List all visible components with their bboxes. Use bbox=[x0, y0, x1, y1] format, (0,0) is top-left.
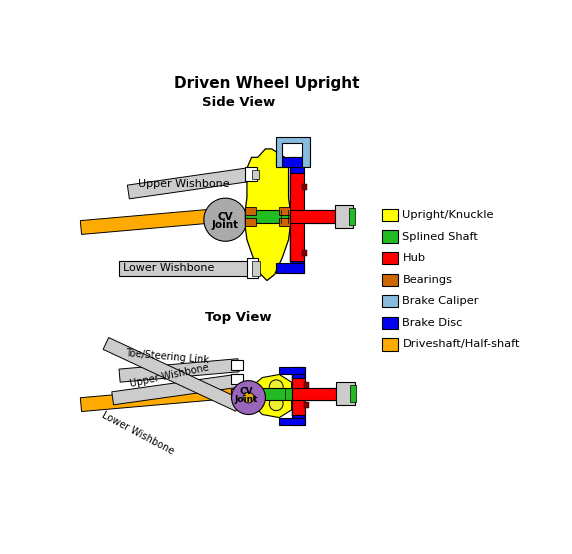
Bar bbox=[383, 295, 398, 307]
Bar bbox=[119, 260, 250, 276]
Circle shape bbox=[269, 380, 283, 394]
Bar bbox=[276, 263, 304, 273]
Text: Joint: Joint bbox=[235, 396, 258, 404]
Text: Hub: Hub bbox=[403, 253, 426, 263]
Text: Bearings: Bearings bbox=[403, 275, 452, 285]
Bar bbox=[245, 211, 345, 223]
Text: Toe/Steering Link: Toe/Steering Link bbox=[125, 348, 209, 366]
Text: Driven Wheel Upright: Driven Wheel Upright bbox=[174, 76, 360, 91]
Bar bbox=[279, 367, 305, 375]
Polygon shape bbox=[103, 337, 241, 411]
Polygon shape bbox=[128, 167, 253, 199]
Bar bbox=[383, 338, 398, 351]
Bar bbox=[303, 250, 307, 256]
Polygon shape bbox=[112, 374, 240, 405]
Polygon shape bbox=[253, 375, 292, 418]
Bar bbox=[263, 388, 347, 400]
Circle shape bbox=[269, 397, 283, 411]
Text: Lower Wishbone: Lower Wishbone bbox=[100, 410, 176, 456]
Bar bbox=[383, 274, 398, 286]
Bar bbox=[383, 252, 398, 264]
Bar bbox=[292, 388, 338, 400]
Bar bbox=[336, 382, 355, 406]
Bar bbox=[276, 157, 304, 167]
Bar bbox=[245, 207, 256, 215]
Text: Upper Wishbone: Upper Wishbone bbox=[129, 363, 210, 389]
Bar bbox=[279, 218, 290, 226]
Circle shape bbox=[204, 198, 247, 242]
Bar bbox=[279, 418, 305, 425]
Bar bbox=[348, 208, 355, 225]
Text: Brake Disc: Brake Disc bbox=[403, 318, 463, 328]
Bar bbox=[290, 167, 304, 260]
Bar bbox=[383, 209, 398, 221]
Polygon shape bbox=[80, 207, 243, 234]
Bar bbox=[247, 258, 258, 278]
Bar bbox=[279, 207, 290, 215]
Bar bbox=[292, 367, 305, 379]
Text: Upper Wishbone: Upper Wishbone bbox=[138, 179, 230, 189]
Polygon shape bbox=[276, 137, 310, 167]
Bar bbox=[383, 230, 398, 243]
Text: Brake Caliper: Brake Caliper bbox=[403, 296, 479, 306]
Bar bbox=[383, 317, 398, 329]
Bar bbox=[350, 385, 356, 402]
Bar bbox=[335, 205, 353, 228]
Bar bbox=[245, 218, 256, 226]
Text: CV: CV bbox=[239, 387, 253, 396]
Polygon shape bbox=[245, 149, 290, 280]
Bar bbox=[245, 167, 257, 181]
Bar bbox=[303, 183, 307, 189]
Bar bbox=[231, 375, 243, 384]
Bar bbox=[252, 260, 260, 276]
Text: Top View: Top View bbox=[205, 311, 272, 324]
Text: Upright/Knuckle: Upright/Knuckle bbox=[403, 210, 494, 220]
Polygon shape bbox=[80, 383, 243, 412]
Bar bbox=[292, 378, 305, 414]
Text: Lower Wishbone: Lower Wishbone bbox=[123, 263, 214, 273]
Text: Side View: Side View bbox=[202, 96, 275, 109]
Text: Splined Shaft: Splined Shaft bbox=[403, 232, 478, 242]
Circle shape bbox=[243, 392, 254, 403]
Bar bbox=[231, 360, 243, 370]
Polygon shape bbox=[119, 359, 239, 382]
Bar bbox=[290, 173, 304, 261]
Bar bbox=[252, 170, 259, 179]
Text: Driveshaft/Half-shaft: Driveshaft/Half-shaft bbox=[403, 340, 520, 350]
Text: Joint: Joint bbox=[212, 220, 239, 230]
Bar bbox=[292, 375, 305, 416]
Bar bbox=[290, 211, 336, 223]
Text: CV: CV bbox=[217, 212, 233, 222]
Bar bbox=[231, 389, 243, 399]
Bar bbox=[290, 157, 304, 175]
Circle shape bbox=[232, 381, 265, 414]
Bar bbox=[292, 413, 305, 425]
Bar bbox=[304, 402, 308, 408]
Bar bbox=[304, 382, 308, 388]
Bar bbox=[290, 258, 304, 273]
